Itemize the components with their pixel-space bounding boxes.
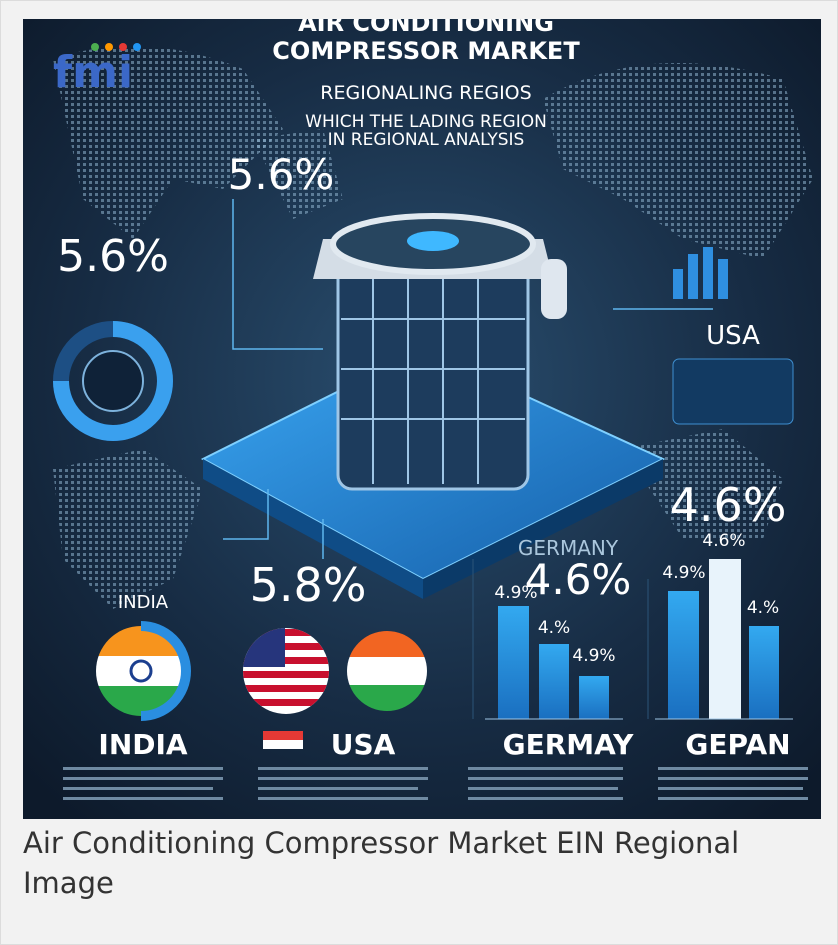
region-label: USA — [706, 321, 760, 351]
subtitle: REGIONALING REGIOS — [320, 82, 531, 104]
region-name: USA — [331, 728, 396, 761]
bar-label: 4.% — [747, 598, 779, 618]
stat: 5.8% — [250, 558, 367, 612]
region-name: INDIA — [98, 728, 188, 761]
image-card: fmi AIR CONDITIONING COMPRESSOR MARKET R… — [0, 0, 838, 945]
region-name: GERMAY — [503, 728, 635, 761]
bar-label: 4.9% — [662, 563, 705, 583]
title-line: COMPRESSOR MARKET — [272, 37, 580, 65]
logo: fmi — [53, 47, 133, 98]
region-name: GEPAN — [685, 728, 790, 761]
stat: 4.6% — [670, 478, 787, 532]
bar-label: 4.6% — [702, 531, 745, 551]
title-line: AIR CONDITIONING — [298, 19, 554, 37]
panel-decoration — [673, 359, 793, 424]
flag-icon — [263, 731, 303, 740]
tagline-line: WHICH THE LADING REGION — [305, 112, 547, 132]
region-label: INDIA — [118, 592, 169, 613]
bar-label: 4.% — [538, 618, 570, 638]
bar-label: 4.9% — [494, 583, 537, 603]
bar-label: 4.9% — [572, 646, 615, 666]
stat: 5.6% — [57, 231, 169, 282]
stat: 4.6% — [525, 555, 632, 604]
image-caption: Air Conditioning Compressor Market EIN R… — [23, 823, 793, 903]
page: fmi AIR CONDITIONING COMPRESSOR MARKET R… — [0, 0, 838, 945]
tagline-line: IN REGIONAL ANALYSIS — [328, 130, 525, 150]
infographic-image: fmi AIR CONDITIONING COMPRESSOR MARKET R… — [23, 19, 821, 819]
stat: 5.6% — [228, 150, 335, 199]
